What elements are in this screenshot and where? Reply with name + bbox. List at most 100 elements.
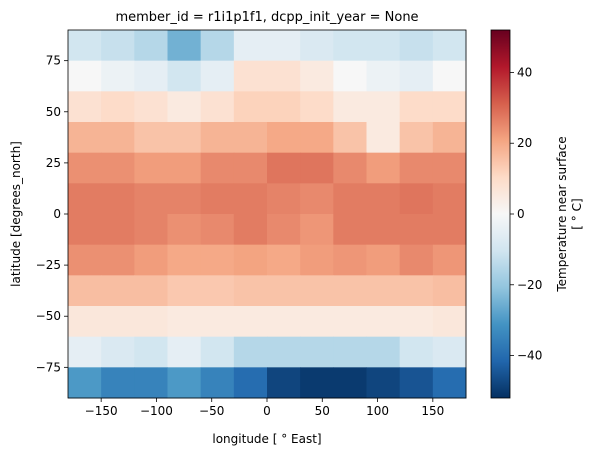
heatmap-cell — [300, 214, 334, 246]
heatmap-cell — [300, 60, 334, 92]
heatmap-cell — [300, 275, 334, 307]
heatmap-cell — [134, 275, 168, 307]
heatmap-cell — [233, 336, 268, 368]
heatmap-cell — [267, 30, 301, 62]
heatmap-cell — [101, 60, 135, 92]
heatmap-cell — [333, 60, 367, 92]
heatmap-cell — [233, 122, 268, 154]
heatmap-cell — [68, 306, 102, 338]
heatmap-cell — [399, 306, 434, 338]
heatmap-cell — [200, 367, 235, 399]
heatmap-cell — [101, 214, 135, 246]
heatmap-cell — [366, 152, 401, 184]
heatmap-cell — [267, 367, 301, 399]
heatmap-cell — [432, 152, 467, 184]
heatmap-cell — [167, 60, 202, 92]
y-axis-label: latitude [degrees_north] — [9, 141, 23, 287]
heatmap-cell — [167, 214, 202, 246]
heatmap-cell — [101, 367, 135, 399]
heatmap-cell — [267, 91, 301, 123]
heatmap-cell — [399, 244, 434, 276]
heatmap-cell — [167, 306, 202, 338]
x-tick-label: −150 — [85, 404, 118, 418]
heatmap-cell — [134, 244, 168, 276]
y-tick-label: 25 — [46, 156, 61, 170]
heatmap-cell — [300, 30, 334, 62]
heatmap-cell — [366, 122, 401, 154]
heatmap-cell — [366, 91, 401, 123]
heatmap-cell — [366, 244, 401, 276]
heatmap-cell — [267, 122, 301, 154]
heatmap-cell — [134, 214, 168, 246]
heatmap-cell — [399, 152, 434, 184]
heatmap-cell — [366, 306, 401, 338]
x-tick-label: −50 — [199, 404, 224, 418]
heatmap-cell — [200, 30, 235, 62]
heatmap-cell — [167, 183, 202, 215]
heatmap-cell — [399, 183, 434, 215]
heatmap-cell — [101, 30, 135, 62]
x-tick-label: −100 — [140, 404, 173, 418]
y-tick-label: −25 — [36, 258, 61, 272]
heatmap-cell — [68, 30, 102, 62]
heatmap-cell — [432, 91, 467, 123]
heatmap-cell — [134, 367, 168, 399]
heatmap-cell — [167, 152, 202, 184]
heatmap-cell — [68, 214, 102, 246]
heatmap-cell — [134, 30, 168, 62]
heatmap-cell — [101, 244, 135, 276]
heatmap-cell — [200, 60, 235, 92]
heatmap-cell — [200, 183, 235, 215]
heatmap-cell — [200, 336, 235, 368]
heatmap-cell — [167, 122, 202, 154]
heatmap-cell — [200, 91, 235, 123]
colorbar-label: [ ° C] — [570, 198, 584, 229]
heatmap-cell — [167, 367, 202, 399]
heatmap-cell — [233, 152, 268, 184]
x-tick-label: 50 — [315, 404, 330, 418]
heatmap-cell — [399, 30, 434, 62]
heatmap-cell — [68, 244, 102, 276]
heatmap-cell — [68, 275, 102, 307]
x-tick-label: 150 — [421, 404, 444, 418]
heatmap-cell — [200, 275, 235, 307]
heatmap-cell — [432, 214, 467, 246]
heatmap-cell — [366, 214, 401, 246]
heatmap-cell — [399, 91, 434, 123]
heatmap-cell — [134, 91, 168, 123]
heatmap-cell — [267, 244, 301, 276]
heatmap-cell — [333, 91, 367, 123]
heatmap-cell — [68, 122, 102, 154]
chart-title: member_id = r1i1p1f1, dcpp_init_year = N… — [115, 10, 418, 25]
y-tick-label: 0 — [53, 207, 61, 221]
heatmap-cell — [333, 183, 367, 215]
heatmap-cell — [134, 306, 168, 338]
heatmap-cell — [68, 367, 102, 399]
heatmap-cell — [200, 306, 235, 338]
heatmap-cell — [101, 336, 135, 368]
heatmap-cell — [267, 152, 301, 184]
heatmap-cell — [432, 30, 467, 62]
heatmap-cell — [333, 244, 367, 276]
heatmap-cell — [267, 183, 301, 215]
heatmap-cell — [432, 183, 467, 215]
heatmap-cell — [300, 152, 334, 184]
heatmap-cell — [167, 244, 202, 276]
heatmap-cell — [432, 275, 467, 307]
x-tick-label: 0 — [263, 404, 271, 418]
heatmap-cell — [432, 336, 467, 368]
heatmap-cell — [432, 60, 467, 92]
heatmap-cell — [233, 367, 268, 399]
heatmap-cell — [333, 336, 367, 368]
colorbar-tick-label: −20 — [517, 278, 542, 292]
colorbar-tick-label: 40 — [517, 65, 532, 79]
colorbar-tick-label: 0 — [517, 207, 525, 221]
heatmap-cell — [333, 30, 367, 62]
heatmap-cell — [366, 60, 401, 92]
heatmap-cell — [366, 367, 401, 399]
heatmap-cell — [68, 336, 102, 368]
colorbar-tick-label: 20 — [517, 136, 532, 150]
heatmap-cell — [101, 91, 135, 123]
heatmap-cell — [68, 91, 102, 123]
heatmap-cell — [134, 183, 168, 215]
